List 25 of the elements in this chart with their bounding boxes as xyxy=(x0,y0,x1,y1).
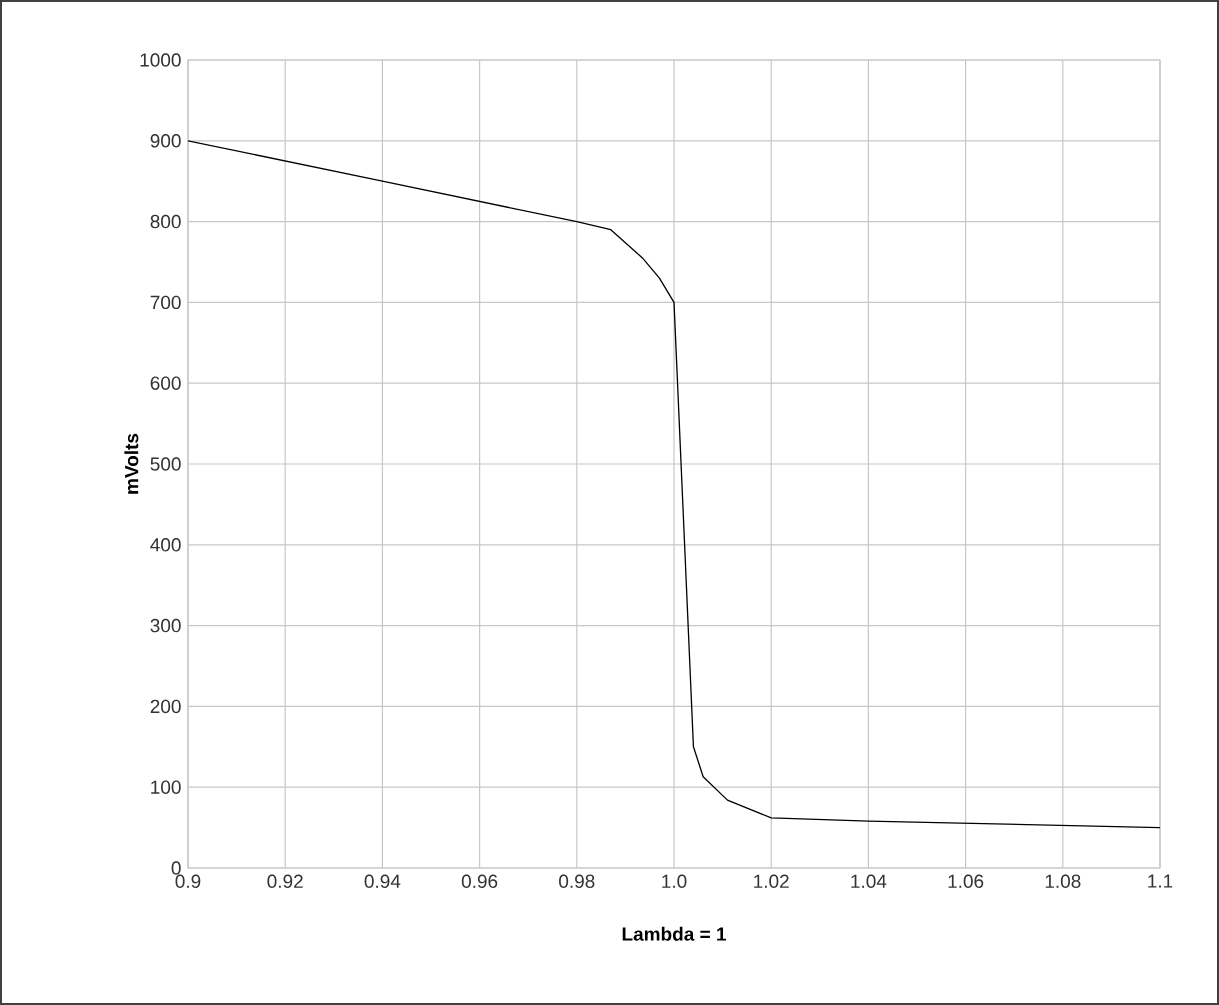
x-tick-label: 1.06 xyxy=(948,874,984,888)
y-tick-label: 1000 xyxy=(140,53,181,67)
x-tick-label: 0.94 xyxy=(364,874,401,888)
y-tick-label: 400 xyxy=(150,538,181,552)
y-tick-label: 700 xyxy=(150,295,181,310)
x-tick-label: 1.1 xyxy=(1148,874,1173,888)
x-tick-label: 1.04 xyxy=(851,874,887,888)
x-tick-label: 0.92 xyxy=(267,874,303,888)
y-tick-label: 100 xyxy=(151,780,181,794)
y-tick-label: 200 xyxy=(150,699,181,714)
x-tick-label: 0.98 xyxy=(559,874,595,888)
y-tick-label: 800 xyxy=(150,214,181,229)
y-tick-label: 0 xyxy=(171,861,181,875)
x-tick-label: 1.02 xyxy=(754,874,789,888)
x-tick-label: 1.08 xyxy=(1045,874,1081,888)
line-series xyxy=(188,140,1160,829)
y-tick-label: 500 xyxy=(150,457,181,471)
x-tick-label: 1.0 xyxy=(662,874,687,888)
y-axis-title: mVolts xyxy=(124,433,139,494)
x-tick-label: 0.9 xyxy=(175,874,201,888)
x-tick-label: 0.96 xyxy=(461,874,498,888)
x-axis-title: Lambda = 1 xyxy=(622,926,726,941)
y-tick-label: 300 xyxy=(150,618,181,633)
y-tick-label: 900 xyxy=(150,134,181,148)
y-tick-label: 600 xyxy=(150,376,181,390)
